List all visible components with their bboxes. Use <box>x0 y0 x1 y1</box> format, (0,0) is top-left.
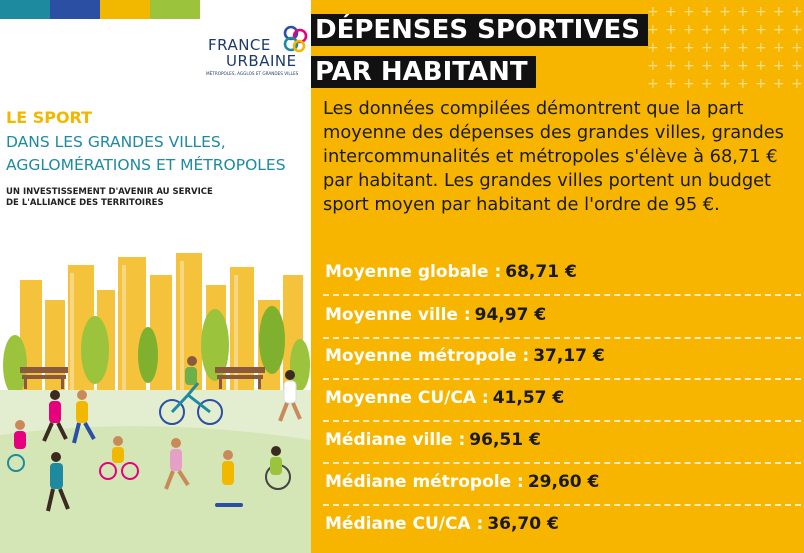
body-paragraph: Les données compilées démontrent que la … <box>323 98 784 215</box>
plus-icon: + <box>683 58 695 74</box>
plus-icon: + <box>665 76 677 92</box>
plus-icon: + <box>701 4 713 20</box>
stat-value: 41,57 € <box>492 388 565 408</box>
logo-line-1: FRANCE <box>208 36 271 54</box>
plus-icon: + <box>701 58 713 74</box>
logo-mark-icon <box>283 25 308 53</box>
dashed-separator <box>323 462 801 464</box>
plus-icon: + <box>647 22 659 38</box>
plus-icon: + <box>647 76 659 92</box>
stat-row: Moyenne CU/CA :41,57 € <box>325 388 564 408</box>
stripe-segment <box>100 0 150 19</box>
plus-icon: + <box>755 40 767 56</box>
cover-subtitle-line-2: AGGLOMÉRATIONS ET MÉTROPOLES <box>6 156 286 174</box>
stat-label: Moyenne CU/CA : <box>325 388 489 408</box>
plus-icon: + <box>665 58 677 74</box>
cover-tagline-line-2: DE L'ALLIANCE DES TERRITOIRES <box>6 198 164 208</box>
stat-label: Médiane métropole : <box>325 472 524 492</box>
stripe-segment <box>150 0 200 19</box>
infographic-panel: + + + + + + + + + + + + + + + + + + + + + + + + + + + + + + + + + + + + + + + +… <box>311 0 804 553</box>
trees <box>3 306 310 395</box>
plus-icon: + <box>647 58 659 74</box>
plus-icon: + <box>791 58 803 74</box>
dashed-separator <box>323 294 801 296</box>
stat-value: 36,70 € <box>487 514 559 534</box>
stat-row: Moyenne métropole :37,17 € <box>325 346 605 366</box>
plus-pattern-decoration: + + + + + + + + + + + + + + + + + + + + + + + + + + + + + + + + + + + + + + + +… <box>647 4 803 92</box>
stat-label: Moyenne globale : <box>325 262 502 282</box>
logo-line-3: MÉTROPOLES, AGGLOS ET GRANDES VILLES <box>206 71 299 76</box>
headline-line-2: PAR HABITANT <box>311 56 536 88</box>
park-benches <box>20 367 265 389</box>
stat-value: 29,60 € <box>527 472 600 492</box>
plus-icon: + <box>737 58 749 74</box>
plus-icon: + <box>701 40 713 56</box>
stat-label: Médiane ville : <box>325 430 466 450</box>
logo-line-2: URBAINE <box>226 52 297 70</box>
stat-row: Médiane métropole :29,60 € <box>325 472 599 492</box>
plus-icon: + <box>647 4 659 20</box>
stat-value: 94,97 € <box>474 305 547 325</box>
plus-icon: + <box>665 4 677 20</box>
cyclist-figure <box>159 356 223 425</box>
plus-icon: + <box>737 40 749 56</box>
stat-row: Moyenne globale :68,71 € <box>325 262 577 282</box>
stripe-segment <box>0 0 50 19</box>
plus-icon: + <box>665 22 677 38</box>
plus-icon: + <box>791 76 803 92</box>
headline-line-1: DÉPENSES SPORTIVES <box>311 14 648 46</box>
plus-icon: + <box>773 40 785 56</box>
plus-icon: + <box>719 4 731 20</box>
plus-icon: + <box>701 22 713 38</box>
stripe-segment <box>50 0 100 19</box>
plus-icon: + <box>665 40 677 56</box>
stat-value: 68,71 € <box>505 262 577 282</box>
plus-icon: + <box>755 76 767 92</box>
plus-icon: + <box>773 76 785 92</box>
plus-icon: + <box>773 58 785 74</box>
plus-icon: + <box>791 4 803 20</box>
stat-value: 96,51 € <box>469 430 541 450</box>
stat-row: Moyenne ville :94,97 € <box>325 305 546 325</box>
plus-icon: + <box>683 76 695 92</box>
plus-icon: + <box>791 40 803 56</box>
stat-label: Moyenne métropole : <box>325 346 530 366</box>
runner-figures <box>7 370 302 512</box>
plus-icon: + <box>719 76 731 92</box>
plus-icon: + <box>683 40 695 56</box>
cover-subtitle-line-1: DANS LES GRANDES VILLES, <box>6 133 226 151</box>
stat-label: Médiane CU/CA : <box>325 514 484 534</box>
stat-row: Médiane CU/CA :36,70 € <box>325 514 559 534</box>
plus-icon: + <box>719 58 731 74</box>
report-cover: FRANCE URBAINE MÉTROPOLES, AGGLOS ET GRA… <box>0 0 311 553</box>
plus-icon: + <box>755 22 767 38</box>
plus-icon: + <box>683 22 695 38</box>
plus-icon: + <box>737 76 749 92</box>
plus-icon: + <box>755 58 767 74</box>
plus-icon: + <box>719 40 731 56</box>
cover-tagline-line-1: UN INVESTISSEMENT D'AVENIR AU SERVICE <box>6 187 213 197</box>
plus-icon: + <box>683 4 695 20</box>
plus-icon: + <box>737 22 749 38</box>
plus-icon: + <box>701 76 713 92</box>
plus-icon: + <box>773 4 785 20</box>
plus-icon: + <box>791 22 803 38</box>
color-stripe <box>0 0 200 19</box>
stat-row: Médiane ville :96,51 € <box>325 430 541 450</box>
park-sports-illustration <box>0 253 311 553</box>
plus-icon: + <box>737 4 749 20</box>
dashed-separator <box>323 420 801 422</box>
plus-icon: + <box>755 4 767 20</box>
cover-title: LE SPORT <box>6 108 93 127</box>
stat-label: Moyenne ville : <box>325 305 471 325</box>
dashed-separator <box>323 378 801 380</box>
plus-icon: + <box>719 22 731 38</box>
dashed-separator <box>323 504 801 506</box>
plus-icon: + <box>773 22 785 38</box>
dashed-separator <box>323 337 801 339</box>
france-urbaine-logo: FRANCE URBAINE MÉTROPOLES, AGGLOS ET GRA… <box>206 24 308 76</box>
plus-icon: + <box>647 40 659 56</box>
stat-value: 37,17 € <box>533 346 605 366</box>
